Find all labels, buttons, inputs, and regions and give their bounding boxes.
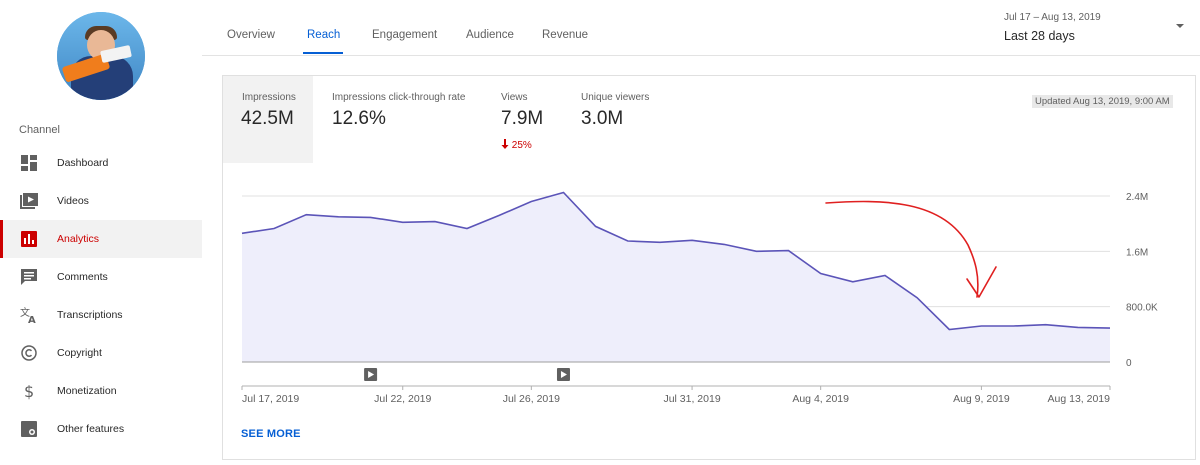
date-range-period[interactable]: Last 28 days — [1004, 29, 1075, 43]
sidebar-item-dashboard[interactable]: Dashboard — [0, 144, 202, 182]
sidebar-item-label: Dashboard — [57, 157, 109, 169]
tab-reach[interactable]: Reach — [307, 29, 341, 41]
impressions-chart: 2.4M 1.6M 800.0K 0 Jul 17, 2019 Jul 22, 2019 J… — [241, 191, 1158, 405]
x-tick-label: Aug 13, 2019 — [1048, 393, 1111, 405]
x-tick-label: Jul 26, 2019 — [503, 393, 560, 405]
svg-text:$: $ — [24, 382, 34, 400]
metric-impressions[interactable]: Impressions 42.5M — [223, 76, 313, 163]
metric-label: Views — [501, 92, 528, 103]
sidebar-item-analytics[interactable]: Analytics — [0, 220, 202, 258]
annotation-arrow-head — [966, 266, 997, 298]
metric-unique-viewers[interactable]: Unique viewers 3.0M — [563, 76, 673, 163]
tab-revenue[interactable]: Revenue — [542, 29, 589, 41]
tab-overview[interactable]: Overview — [227, 29, 275, 41]
chevron-down-icon[interactable] — [1176, 24, 1184, 28]
x-tick-label: Jul 31, 2019 — [663, 393, 720, 405]
metric-delta: 25% — [501, 139, 532, 151]
analytics-tab-bar: Overview Reach Engagement Audience Reven… — [202, 0, 1200, 56]
x-tick-label: Aug 4, 2019 — [792, 393, 849, 405]
play-icon — [560, 371, 567, 378]
sidebar: Channel Dashboard Videos Analytics Comme… — [0, 0, 202, 465]
tab-engagement[interactable]: Engagement — [372, 29, 438, 41]
metric-value: 12.6% — [332, 108, 386, 129]
sidebar-item-label: Transcriptions — [57, 309, 123, 321]
impressions-line — [241, 191, 1111, 331]
sidebar-item-label: Comments — [57, 271, 108, 283]
metric-value: 7.9M — [501, 108, 544, 129]
metric-value: 3.0M — [581, 108, 624, 129]
metric-label: Impressions click-through rate — [332, 92, 466, 103]
sidebar-item-comments[interactable]: Comments — [0, 258, 202, 296]
y-tick-label: 0 — [1126, 358, 1132, 369]
x-tick-label: Jul 17, 2019 — [242, 393, 299, 405]
comments-icon — [20, 268, 38, 286]
dashboard-icon — [20, 154, 38, 172]
y-tick-label: 2.4M — [1126, 192, 1148, 203]
sidebar-item-copyright[interactable]: Copyright — [0, 334, 202, 372]
sidebar-item-other-features[interactable]: Other features — [0, 410, 202, 448]
sidebar-item-label: Copyright — [57, 347, 102, 359]
sidebar-item-videos[interactable]: Videos — [0, 182, 202, 220]
analytics-icon — [20, 230, 38, 248]
sidebar-item-label: Videos — [57, 195, 89, 207]
x-tick-label: Jul 22, 2019 — [374, 393, 431, 405]
annotation-arrow-shaft — [825, 200, 979, 298]
other-features-icon — [20, 420, 38, 438]
channel-avatar[interactable] — [57, 12, 145, 100]
y-tick-label: 800.0K — [1126, 303, 1158, 314]
metric-label: Unique viewers — [581, 92, 650, 103]
see-more-link[interactable]: SEE MORE — [241, 428, 301, 440]
reach-chart-card: Impressions 42.5M Impressions click-thro… — [222, 75, 1196, 460]
sidebar-item-monetization[interactable]: $ Monetization — [0, 372, 202, 410]
updated-timestamp: Updated Aug 13, 2019, 9:00 AM — [1032, 95, 1173, 108]
sidebar-item-label: Analytics — [57, 233, 100, 245]
sidebar-item-label: Other features — [57, 423, 125, 435]
copyright-icon — [20, 344, 38, 362]
x-tick-label: Aug 9, 2019 — [953, 393, 1010, 405]
y-tick-label: 1.6M — [1126, 247, 1148, 258]
sidebar-item-label: Monetization — [57, 385, 117, 397]
metric-ctr[interactable]: Impressions click-through rate 12.6% — [313, 76, 473, 163]
metric-value: 42.5M — [241, 108, 294, 129]
videos-icon — [20, 192, 38, 210]
active-tab-indicator — [303, 52, 343, 54]
svg-text:A: A — [28, 315, 36, 324]
metric-delta-value: 25% — [511, 140, 532, 151]
arrow-down-icon — [501, 139, 509, 149]
svg-text:文: 文 — [20, 306, 30, 319]
channel-section-label: Channel — [19, 124, 60, 136]
date-range-dates: Jul 17 – Aug 13, 2019 — [1004, 12, 1101, 23]
metric-views[interactable]: Views 7.9M 25% — [483, 76, 563, 163]
metric-label: Impressions — [242, 92, 296, 103]
play-icon — [368, 371, 375, 378]
tab-audience[interactable]: Audience — [466, 29, 514, 41]
monetization-icon: $ — [20, 382, 38, 400]
impressions-area — [242, 192, 1110, 362]
